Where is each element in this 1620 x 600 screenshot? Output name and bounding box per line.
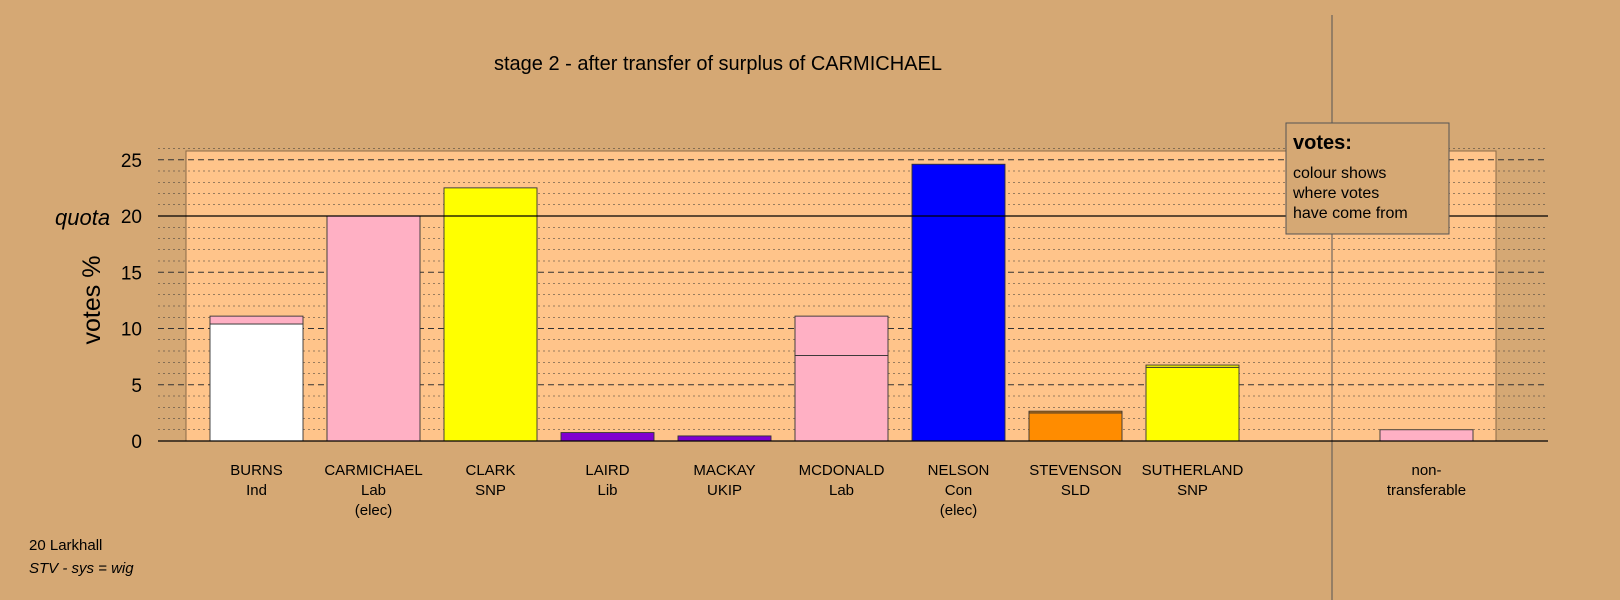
bar-stevenson-segment-1 (1028, 412, 1123, 442)
y-axis-label: votes % (78, 256, 106, 345)
legend-line-1: colour shows (1293, 165, 1386, 182)
candidate-label: MACKAY (693, 462, 755, 479)
candidate-label: Con (945, 482, 973, 499)
y-tick-label: 5 (131, 376, 142, 397)
bar-sutherland-segment-1 (1145, 366, 1240, 442)
bar-sutherland-segment-2 (1145, 364, 1240, 368)
bar-clark-segment-1 (443, 187, 538, 442)
candidate-labels: BURNS Ind CARMICHAEL Lab (elec) CLARK SNP LAIRD… (230, 462, 1466, 519)
bar-nontransferable-segment-1 (1379, 429, 1474, 442)
bar-mackay-segment-1 (677, 435, 772, 442)
candidate-label: non- (1411, 462, 1441, 479)
y-tick-label: 0 (131, 432, 142, 453)
y-tick-label: 20 (121, 207, 142, 228)
bar-laird-segment-1 (560, 432, 655, 442)
candidate-label: Lab (361, 482, 386, 499)
legend-line-3: have come from (1293, 205, 1408, 222)
candidate-label: Ind (246, 482, 267, 499)
candidate-label: (elec) (355, 502, 393, 519)
candidate-label: SUTHERLAND (1142, 462, 1244, 479)
candidate-label: SNP (475, 482, 506, 499)
y-tick-label: 10 (121, 320, 142, 341)
quota-label: quota (55, 205, 110, 230)
candidate-label: SLD (1061, 482, 1090, 499)
bar-mcdonald-segment-1 (794, 355, 889, 442)
candidate-label: UKIP (707, 482, 742, 499)
candidate-label: transferable (1387, 482, 1466, 499)
area-note: 20 Larkhall (29, 537, 102, 554)
legend-title: votes: (1293, 132, 1352, 154)
candidate-label: STEVENSON (1029, 462, 1122, 479)
candidate-label: CLARK (465, 462, 515, 479)
legend-box: votes: colour shows where votes have com… (1285, 122, 1450, 235)
bar-nelson-segment-1 (911, 163, 1006, 442)
candidate-label: LAIRD (585, 462, 629, 479)
bar-carmichael-segment-1 (326, 215, 421, 442)
candidate-label: (elec) (940, 502, 978, 519)
bars (209, 163, 1474, 442)
system-note: STV - sys = wig (29, 560, 134, 577)
y-tick-label: 25 (121, 151, 142, 172)
candidate-label: BURNS (230, 462, 283, 479)
candidate-label: SNP (1177, 482, 1208, 499)
candidate-label: NELSON (928, 462, 990, 479)
bar-mcdonald-segment-2 (794, 315, 889, 356)
chart-title: stage 2 - after transfer of surplus of C… (494, 53, 942, 75)
candidate-label: MCDONALD (799, 462, 885, 479)
candidate-label: CARMICHAEL (324, 462, 422, 479)
y-axis-ticks: 0 5 10 15 20 25 (121, 151, 142, 453)
legend-line-2: where votes (1292, 185, 1379, 202)
y-tick-label: 15 (121, 263, 142, 284)
candidate-label: Lib (597, 482, 617, 499)
bar-burns-segment-2 (209, 315, 304, 325)
bar-stevenson-segment-2 (1028, 410, 1123, 414)
candidate-label: Lab (829, 482, 854, 499)
bar-burns-segment-1 (209, 323, 304, 442)
